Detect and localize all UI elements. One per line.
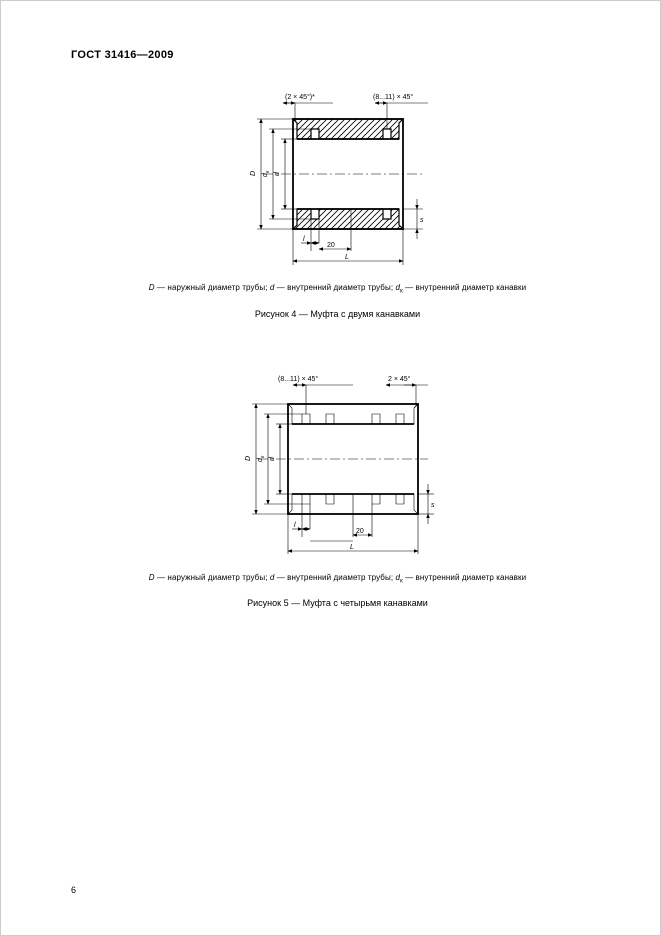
fig4-dim-l: l [303,236,305,243]
svg-text:(2 × 45°)*: (2 × 45°)* [285,93,315,101]
fig4-dim-L: L [345,254,349,261]
svg-text:dк: dк [262,170,271,177]
figure-4-legend: D — наружный диаметр трубы; d — внутренн… [71,283,604,295]
fig5-dim-l: l [294,522,296,529]
fig4-legend-d-txt: — внутренний диаметр трубы; [274,283,395,292]
fig5-dim-d: d [269,456,276,461]
page-number: 6 [71,885,76,895]
fig5-dim-D: D [245,456,252,461]
figure-4-caption: Рисунок 4 — Муфта с двумя канавками [71,309,604,319]
figure-5-svg: (8...11) × 45° 2 × 45° l 20 [218,359,458,559]
fig4-chamfer-right: (8...11) × 45° [373,93,413,101]
figure-5-caption: Рисунок 5 — Муфта с четырьмя канавками [71,598,604,608]
figure-5-legend: D — наружный диаметр трубы; d — внутренн… [71,573,604,585]
fig5-dim-s: s [431,502,435,509]
fig4-dim-dk-sub: к [265,170,271,173]
fig4-dim-D: D [250,171,257,176]
fig5-chamfer-right: 2 × 45° [388,375,411,383]
fig4-dim-20: 20 [327,242,335,249]
svg-text:(8...11) × 45°: (8...11) × 45° [373,93,413,101]
fig5-legend-D-txt: — наружный диаметр трубы; [155,573,270,582]
fig5-dim-20: 20 [356,528,364,535]
doc-header: ГОСТ 31416—2009 [71,49,604,61]
fig5-legend-d-txt: — внутренний диаметр трубы; [274,573,395,582]
figure-5: (8...11) × 45° 2 × 45° l 20 [71,359,604,559]
svg-text:(8...11) × 45°: (8...11) × 45° [278,375,318,383]
fig5-legend-dk-txt: — внутренний диаметр канавки [403,573,526,582]
fig5-dim-L: L [350,544,354,551]
fig4-dim-s: s [420,217,424,224]
fig4-legend-D-txt: — наружный диаметр трубы; [155,283,270,292]
fig4-legend-dk-txt: — внутренний диаметр канавки [403,283,526,292]
fig4-chamfer-left: (2 × 45°)* [285,93,315,101]
figure-4-svg: (2 × 45°)* (8...11) × 45° l 20 L [223,79,453,269]
figure-4: (2 × 45°)* (8...11) × 45° l 20 L [71,79,604,269]
fig4-dim-d: d [274,171,281,176]
fig5-chamfer-left: (8...11) × 45° [278,375,318,383]
svg-text:2 × 45°: 2 × 45° [388,375,411,383]
svg-text:dк: dк [257,455,266,462]
fig5-dim-dk-sub: к [260,455,266,458]
